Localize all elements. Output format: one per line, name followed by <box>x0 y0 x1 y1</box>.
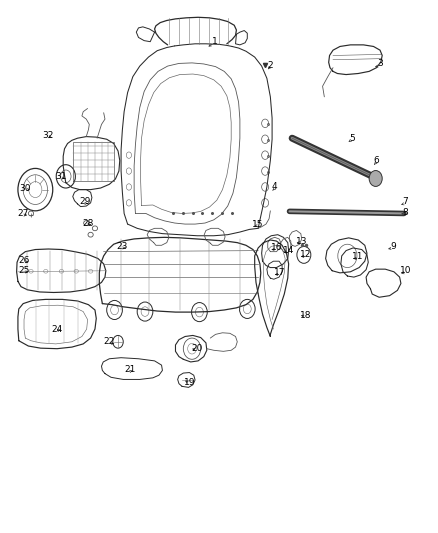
Circle shape <box>369 171 382 187</box>
Text: 11: 11 <box>352 253 363 262</box>
Text: 4: 4 <box>272 182 278 191</box>
Text: 24: 24 <box>52 325 63 334</box>
Text: 14: 14 <box>283 246 294 255</box>
Text: 26: 26 <box>18 256 30 265</box>
Text: 3: 3 <box>377 60 383 68</box>
Text: 21: 21 <box>124 366 135 374</box>
Text: 5: 5 <box>349 134 355 143</box>
Text: 30: 30 <box>20 183 31 192</box>
Text: 16: 16 <box>271 244 282 253</box>
Text: 22: 22 <box>104 337 115 346</box>
Text: 7: 7 <box>403 197 408 206</box>
Text: 25: 25 <box>18 266 30 275</box>
Text: 10: 10 <box>400 266 412 275</box>
Text: 1: 1 <box>212 37 218 46</box>
Text: 13: 13 <box>296 237 307 246</box>
Text: 32: 32 <box>43 131 54 140</box>
Text: 9: 9 <box>390 242 396 251</box>
Text: 18: 18 <box>300 311 312 320</box>
Text: 27: 27 <box>18 209 29 218</box>
Text: 31: 31 <box>56 172 67 181</box>
Text: 12: 12 <box>300 251 312 260</box>
Text: 17: 17 <box>274 268 286 277</box>
Text: 2: 2 <box>268 61 273 69</box>
Text: 29: 29 <box>79 197 91 206</box>
Text: 23: 23 <box>117 242 128 251</box>
Text: 6: 6 <box>374 156 379 165</box>
Text: 15: 15 <box>251 220 263 229</box>
Text: 8: 8 <box>403 208 408 217</box>
Text: 19: 19 <box>184 377 195 386</box>
Text: 28: 28 <box>82 219 93 228</box>
Text: 20: 20 <box>191 344 203 353</box>
